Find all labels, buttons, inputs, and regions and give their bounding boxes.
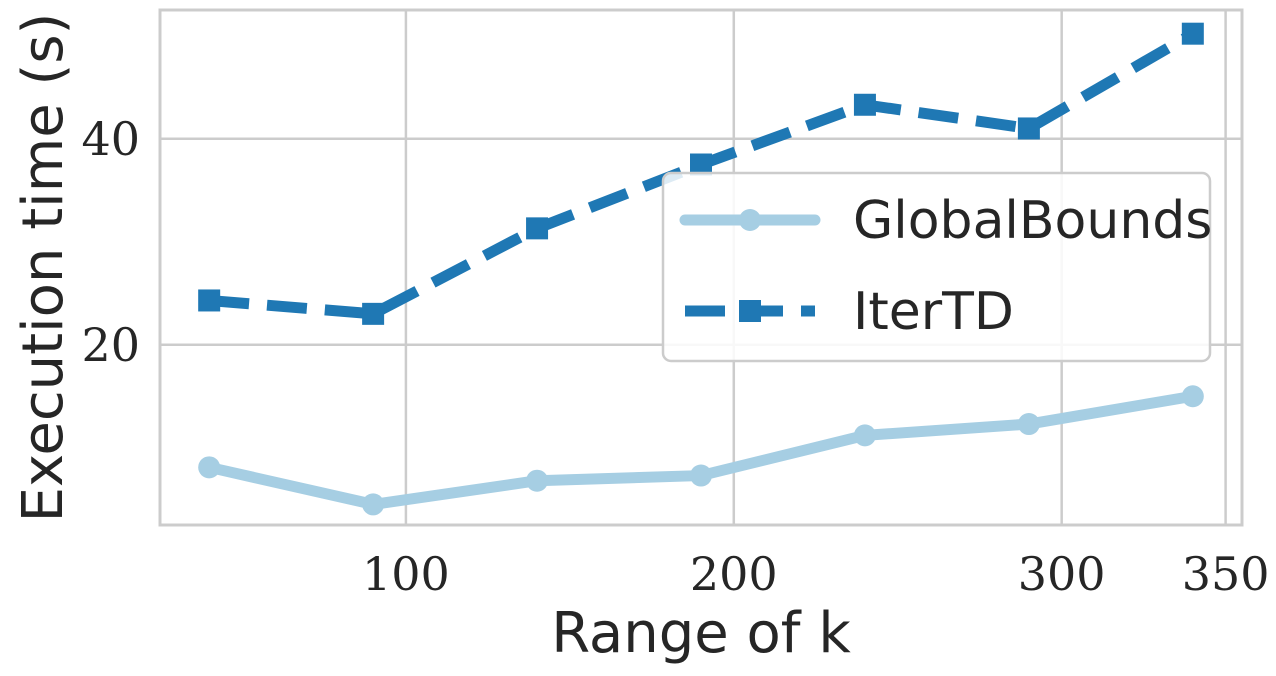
globalbounds-point	[198, 456, 221, 479]
y-axis-label: Execution time (s)	[11, 13, 76, 523]
legend-itertd-marker	[739, 300, 761, 322]
itertd-point	[1181, 22, 1204, 45]
itertd-point	[198, 289, 221, 312]
itertd-point	[853, 93, 876, 116]
globalbounds-point	[1181, 385, 1204, 408]
globalbounds-line	[203, 390, 1199, 510]
legend-globalbounds-label: GlobalBounds	[853, 191, 1212, 251]
itertd-point	[690, 153, 712, 176]
globalbounds-point	[853, 424, 876, 447]
itertd-point	[362, 302, 385, 325]
legend-globalbounds-marker	[739, 209, 761, 231]
series-layer	[198, 22, 1204, 516]
x-tick-label: 200	[690, 547, 778, 601]
globalbounds-point	[1017, 413, 1040, 436]
globalbounds-point	[526, 469, 549, 492]
y-tick-label: 40	[81, 112, 140, 166]
itertd-point	[1017, 117, 1040, 140]
x-tick-label: 350	[1182, 547, 1270, 601]
plot-frame	[158, 8, 1244, 527]
globalbounds-point	[362, 493, 385, 516]
globalbounds-point	[690, 464, 712, 487]
y-tick-label: 20	[81, 318, 140, 372]
legend: GlobalBounds IterTD	[661, 171, 1212, 363]
x-tick-label: 300	[1018, 547, 1106, 601]
x-tick-label: 100	[362, 547, 450, 601]
tick-labels: 100 200 300 350 20 40	[81, 112, 1269, 601]
legend-itertd-label: IterTD	[853, 282, 1014, 342]
x-axis-label: Range of k	[551, 601, 851, 666]
itertd-point	[526, 217, 549, 240]
